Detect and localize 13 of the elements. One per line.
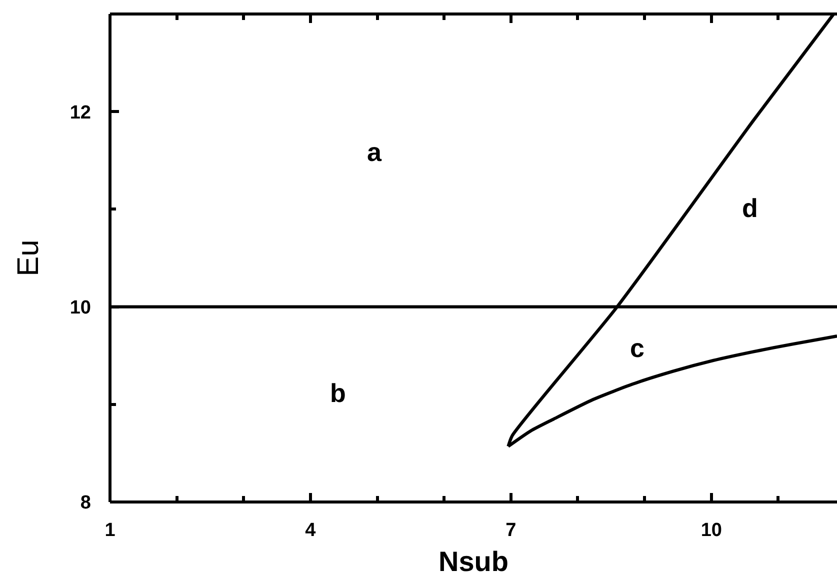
x-tick-label: 1 xyxy=(104,520,116,541)
annotation: d xyxy=(742,193,758,223)
y-tick-label: 10 xyxy=(70,297,91,318)
x-tick-label: 7 xyxy=(506,520,516,541)
x-tick-label: 4 xyxy=(305,520,316,541)
y-axis-title: Eu xyxy=(12,240,45,276)
annotation: b xyxy=(330,378,346,408)
annotation: a xyxy=(367,137,382,167)
x-axis-title: Nsub xyxy=(438,546,508,578)
y-tick-label: 8 xyxy=(80,492,91,514)
x-tick-label: 10 xyxy=(700,520,722,541)
annotation: c xyxy=(630,333,644,363)
y-tick-label: 12 xyxy=(70,102,91,124)
